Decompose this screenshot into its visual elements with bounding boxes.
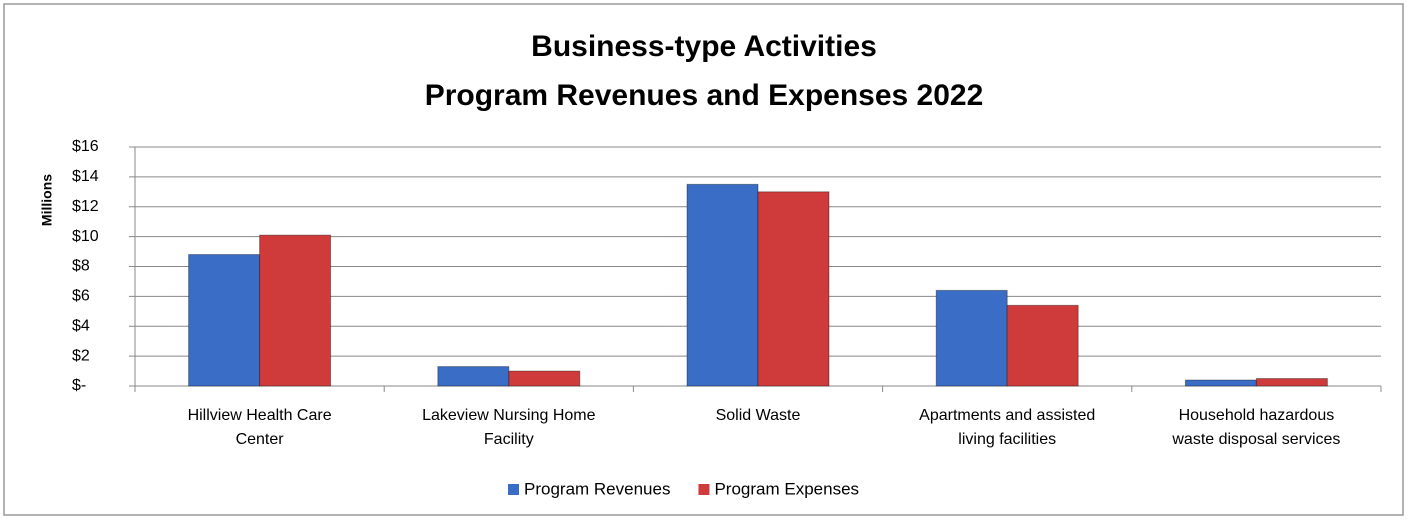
x-tick-label: Household hazardous waste disposal servic…	[1171, 407, 1340, 448]
y-tick-label: $8	[72, 258, 90, 275]
y-tick-label: $16	[72, 138, 99, 155]
x-tick-label: Hillview Health Care Center	[188, 407, 332, 448]
y-tick-label: $12	[72, 198, 99, 215]
bar	[757, 191, 830, 387]
bar	[508, 370, 581, 387]
bar	[935, 289, 1008, 387]
legend-swatch	[508, 484, 519, 495]
legend-label: Program Revenues	[524, 479, 670, 498]
bar	[686, 183, 759, 387]
chart-title: Program Revenues and Expenses 2022	[425, 79, 984, 112]
bar	[1255, 378, 1328, 387]
y-tick-label: $-	[72, 377, 86, 394]
bar	[259, 234, 332, 387]
x-tick-label: Solid Waste	[716, 407, 801, 424]
legend-label: Program Expenses	[714, 479, 859, 498]
bar	[437, 366, 510, 387]
y-tick-label: $2	[72, 347, 90, 364]
bar	[1006, 304, 1079, 387]
bar	[1184, 379, 1257, 387]
y-tick-label: $4	[72, 317, 90, 334]
chart-title: Business-type Activities	[531, 30, 877, 63]
x-tick-label: Apartments and assisted living facilities	[919, 407, 1095, 448]
legend-swatch	[698, 484, 710, 495]
y-tick-label: $14	[72, 168, 99, 185]
y-tick-label: $6	[72, 288, 90, 305]
bar	[188, 254, 261, 387]
y-tick-label: $10	[72, 228, 99, 245]
y-axis-label: Millions	[39, 174, 55, 226]
x-tick-label: Lakeview Nursing Home Facility	[422, 407, 596, 448]
